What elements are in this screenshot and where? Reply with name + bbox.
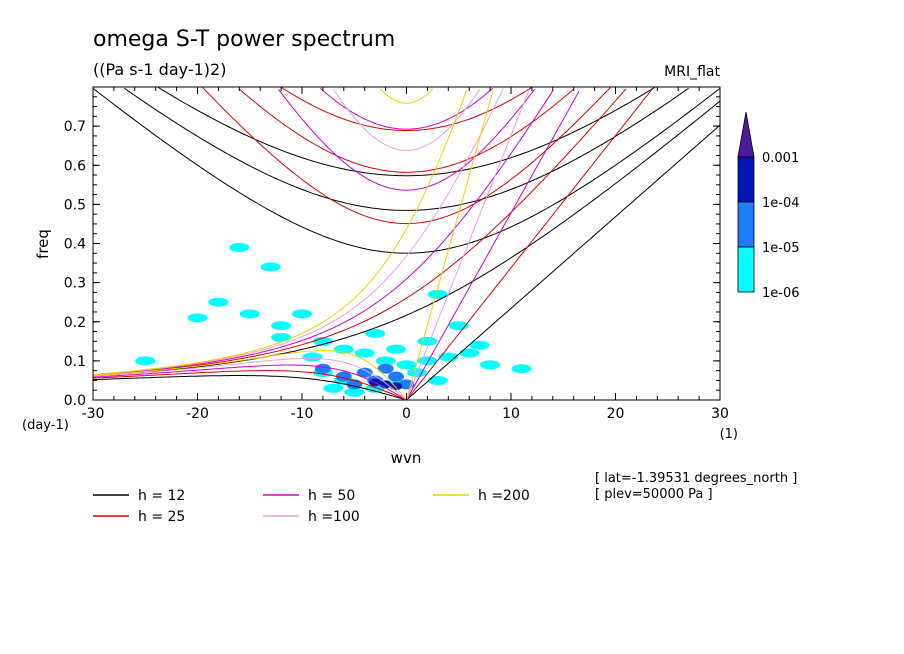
contour-patch bbox=[365, 328, 386, 338]
contour-patch bbox=[239, 309, 260, 319]
y-tick-label: 0.6 bbox=[64, 158, 86, 174]
dispersion-curve bbox=[278, 89, 535, 191]
annotation-lat: [ lat=-1.39531 degrees_north ] bbox=[595, 471, 797, 486]
contour-patch bbox=[396, 360, 417, 370]
contour-patch bbox=[427, 289, 448, 299]
x-axis-label: wvn bbox=[391, 449, 422, 467]
colorbar-label: 1e-04 bbox=[762, 196, 800, 211]
dispersion-curve bbox=[92, 90, 468, 375]
contour-patch bbox=[386, 344, 407, 354]
contour-patch bbox=[356, 367, 373, 378]
contour-patch bbox=[323, 383, 344, 393]
x-tick-label: 0 bbox=[402, 406, 411, 422]
contour-patch bbox=[229, 242, 250, 252]
legend-label: h = 12 bbox=[138, 488, 185, 504]
colorbar: 0.001 1e-04 1e-05 1e-06 bbox=[737, 111, 800, 301]
y-tick-label: 0.3 bbox=[64, 276, 86, 292]
contour-patch bbox=[388, 371, 405, 382]
contour-patch bbox=[312, 336, 333, 346]
dispersion-curve bbox=[406, 124, 721, 401]
y-tick-label: 0.0 bbox=[64, 393, 86, 409]
plot-frame bbox=[92, 86, 721, 401]
dispersion-curve bbox=[380, 88, 433, 104]
x-tick-label: -10 bbox=[291, 406, 314, 422]
colorbar-segment bbox=[737, 246, 755, 293]
y-tick-label: 0.5 bbox=[64, 197, 86, 213]
dispersion-curve bbox=[92, 370, 407, 401]
dispersion-curve bbox=[238, 88, 575, 173]
dispersion-curve bbox=[332, 89, 481, 152]
y-axis-unit: (day-1) bbox=[22, 418, 69, 433]
dispersion-curve bbox=[92, 90, 554, 376]
model-label: MRI_flat bbox=[664, 64, 720, 80]
contour-patch bbox=[417, 336, 438, 346]
contour-patch bbox=[375, 356, 396, 366]
dispersion-curve bbox=[406, 88, 653, 401]
dispersion-curve bbox=[158, 87, 655, 177]
legend: h = 12 h = 25 h = 50 h =100 h =200 bbox=[93, 488, 530, 525]
x-axis: -30 -20 -10 0 10 20 30 bbox=[82, 87, 729, 422]
dispersion-curve bbox=[92, 88, 627, 376]
legend-label: h = 50 bbox=[308, 488, 355, 504]
dispersion-curve bbox=[92, 364, 407, 401]
contour-patch bbox=[427, 375, 448, 385]
dispersion-curve bbox=[92, 100, 721, 377]
colorbar-label: 0.001 bbox=[762, 151, 799, 166]
x-tick-label: -20 bbox=[186, 406, 209, 422]
chart-subtitle: ((Pa s-1 day-1)2) bbox=[93, 60, 226, 79]
dispersion-curve bbox=[92, 349, 407, 401]
dispersion-curve bbox=[92, 88, 504, 376]
y-tick-label: 0.7 bbox=[64, 119, 86, 135]
colorbar-label: 1e-06 bbox=[762, 286, 800, 301]
power-contours bbox=[135, 242, 532, 397]
contour-patch bbox=[469, 340, 490, 350]
dispersion-curve bbox=[319, 87, 494, 130]
dispersion-curve bbox=[406, 89, 530, 401]
dispersion-curves bbox=[92, 86, 721, 401]
y-axis: 0.0 0.1 0.2 0.3 0.4 0.5 0.6 0.7 bbox=[64, 96, 720, 409]
colorbar-label: 1e-05 bbox=[762, 241, 800, 256]
contour-patch bbox=[344, 387, 365, 397]
contour-patch bbox=[208, 297, 229, 307]
colorbar-arrow bbox=[737, 111, 755, 158]
contour-patch bbox=[354, 348, 375, 358]
contour-patch bbox=[292, 309, 312, 319]
dispersion-curve bbox=[280, 86, 533, 131]
dispersion-curve bbox=[92, 357, 407, 401]
contour-patch bbox=[271, 332, 292, 342]
x-tick-label: 10 bbox=[502, 406, 520, 422]
dispersion-curve bbox=[92, 88, 721, 254]
y-tick-label: 0.4 bbox=[64, 237, 86, 253]
chart-title: omega S-T power spectrum bbox=[93, 27, 395, 52]
y-tick-label: 0.2 bbox=[64, 315, 86, 331]
colorbar-segment bbox=[737, 201, 755, 248]
contour-patch bbox=[314, 363, 331, 374]
contour-patch bbox=[187, 313, 208, 323]
y-tick-label: 0.1 bbox=[64, 354, 86, 370]
contour-patch bbox=[260, 262, 281, 272]
legend-label: h =100 bbox=[308, 509, 360, 525]
x-tick-label: -30 bbox=[82, 406, 105, 422]
annotation-plev: [ plev=50000 Pa ] bbox=[595, 487, 713, 502]
x-tick-label: 20 bbox=[607, 406, 625, 422]
contour-patch bbox=[377, 363, 394, 374]
dispersion-curve bbox=[124, 87, 689, 211]
dispersion-curve bbox=[202, 87, 611, 225]
contour-patch bbox=[480, 360, 501, 370]
contour-patch bbox=[302, 352, 323, 362]
contour-patch bbox=[135, 356, 156, 366]
dispersion-curve bbox=[406, 91, 494, 401]
contour-patch bbox=[511, 364, 532, 374]
dispersion-curve bbox=[92, 375, 407, 401]
legend-label: h = 25 bbox=[138, 509, 185, 525]
contour-patch bbox=[271, 321, 292, 331]
x-tick-label: 30 bbox=[711, 406, 729, 422]
contour-patch bbox=[459, 348, 480, 358]
dispersion-curve bbox=[406, 91, 580, 401]
x-axis-unit: (1) bbox=[720, 427, 738, 442]
colorbar-segment bbox=[737, 156, 755, 203]
y-axis-label: freq bbox=[34, 229, 52, 259]
legend-label: h =200 bbox=[478, 488, 530, 504]
